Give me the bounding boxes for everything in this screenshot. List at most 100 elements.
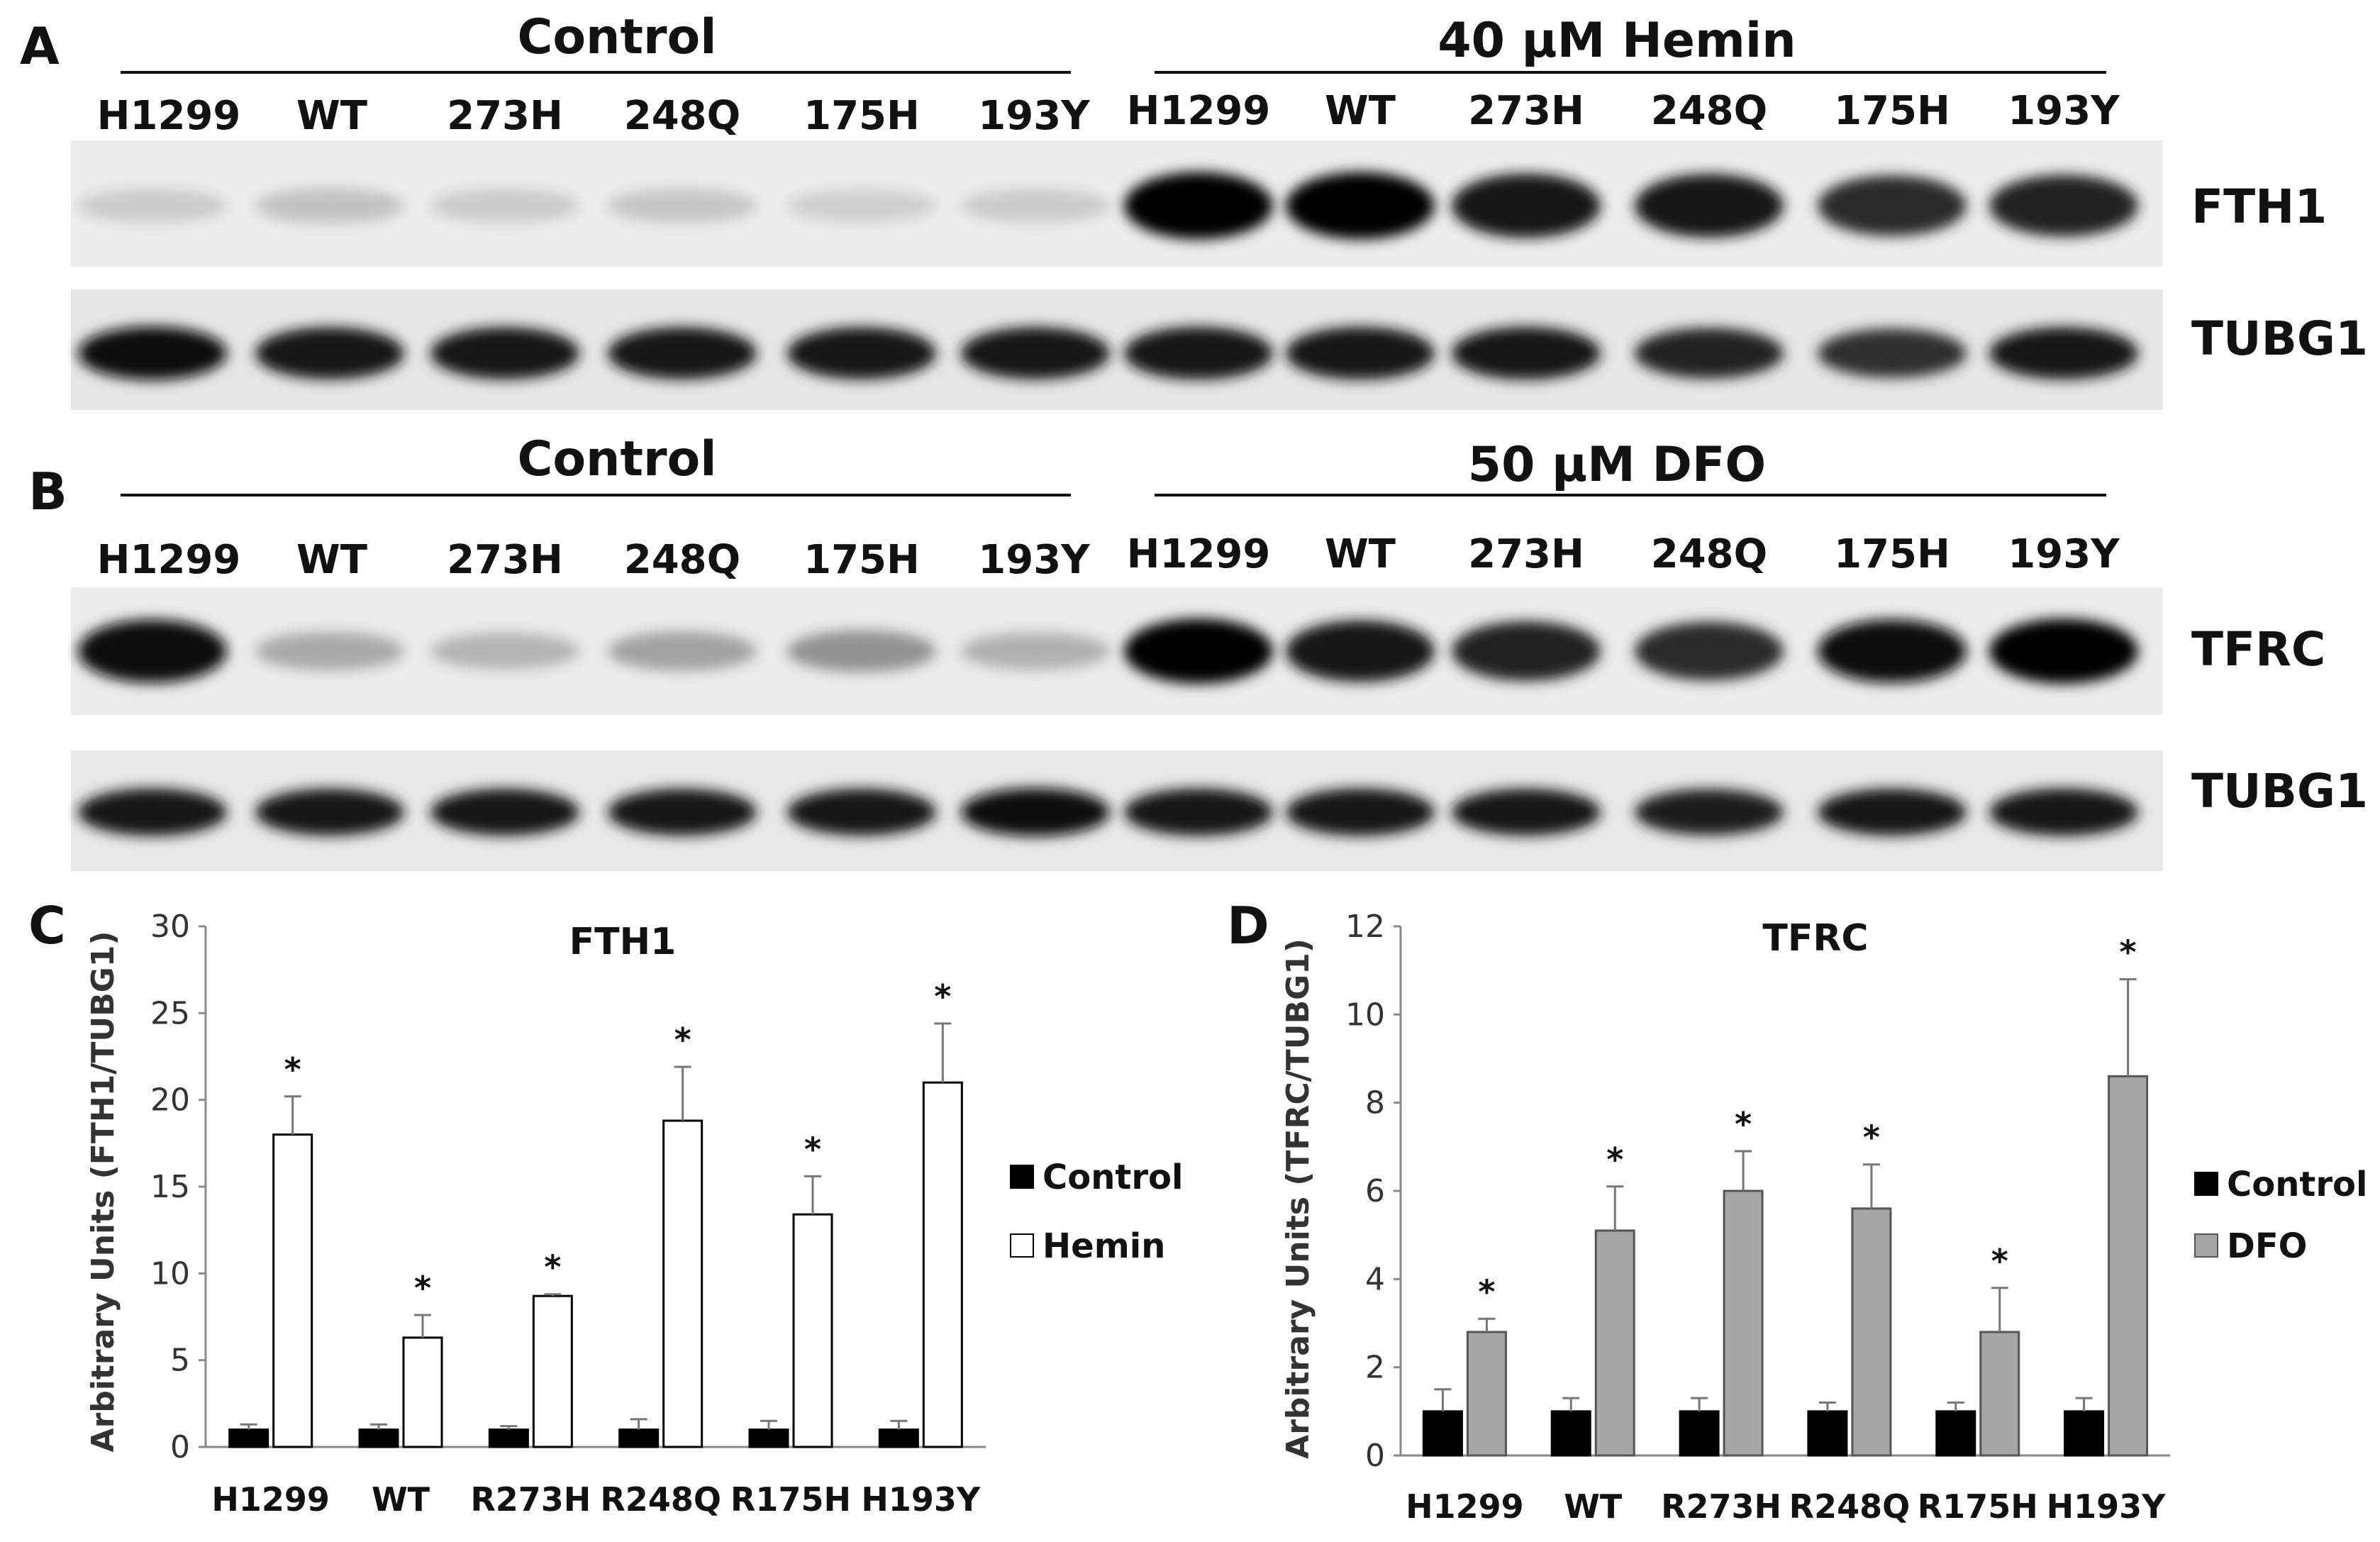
fth1-band	[255, 187, 404, 224]
bar-control	[1679, 1410, 1720, 1457]
lane-labels-a: H1299 WT 273H 248Q 175H 193Y H1299 WT 27…	[97, 88, 2121, 139]
blot-strip-fth1	[71, 140, 2163, 267]
tfrc-band	[1989, 619, 2138, 684]
bar-dfo	[1723, 1189, 1764, 1457]
lane-label: WT	[1325, 531, 1396, 577]
bar-control	[1550, 1410, 1591, 1457]
bar-control	[228, 1429, 269, 1448]
x-category-label: R273H	[1661, 1487, 1781, 1526]
blot-strip-tfrc	[71, 587, 2163, 715]
significance-marker: *	[1863, 1119, 1880, 1157]
lane-label: WT	[1325, 88, 1396, 134]
bar-hemin	[662, 1119, 704, 1448]
bar-chart-fth1: 0 5 10 15 20 25 30 * H1299 * WT * R273H * R248Q * R175H *…	[150, 909, 986, 1519]
x-category-label: H193Y	[861, 1480, 981, 1519]
tfrc-band	[1452, 621, 1601, 682]
tubg1-band	[255, 327, 404, 379]
tubg1-band	[787, 788, 936, 836]
lane-label: 193Y	[978, 93, 1091, 139]
protein-label-tfrc: TFRC	[2191, 622, 2325, 677]
tubg1-band	[608, 788, 757, 836]
condition-label-control-a: Control	[517, 9, 716, 65]
bar-dfo	[1851, 1207, 1892, 1457]
bar-control	[358, 1429, 399, 1448]
lane-label: H1299	[1127, 88, 1271, 134]
bar-control	[1422, 1410, 1463, 1457]
y-axis-label-c: Arbitrary Units (FTH1/TUBG1)	[85, 931, 121, 1453]
legend-swatch-dfo-d	[2194, 1233, 2218, 1258]
tubg1-band	[1818, 328, 1967, 378]
lane-label: 273H	[447, 537, 563, 583]
bar-hemin	[532, 1294, 573, 1448]
panel-c: C FTH1 Arbitrary Units (FTH1/TUBG1) 0 5 10…	[28, 896, 1183, 1519]
x-category-label: R248Q	[1789, 1487, 1911, 1526]
legend-c: Control Hemin	[1010, 1158, 1183, 1266]
tubg1-band	[1635, 328, 1784, 379]
condition-label-treatment-b: 50 μM DFO	[1468, 437, 1766, 493]
legend-label-hemin-c: Hemin	[1042, 1226, 1165, 1266]
tfrc-band	[1124, 619, 1273, 684]
bar-hemin	[272, 1133, 313, 1448]
y-tick-label: 2	[1365, 1350, 1385, 1386]
x-category-label: R175H	[730, 1480, 851, 1519]
lane-labels-b: H1299 WT 273H 248Q 175H 193Y H1299 WT 27…	[97, 531, 2121, 583]
protein-label-fth1: FTH1	[2191, 179, 2327, 234]
lane-label: 175H	[1834, 531, 1950, 577]
tubg1-band	[255, 788, 404, 836]
tfrc-band	[255, 631, 404, 671]
tubg1-band	[1286, 326, 1435, 380]
legend-swatch-hemin-c	[1010, 1233, 1034, 1258]
bar-hemin	[922, 1081, 963, 1448]
tubg1-band	[430, 788, 579, 836]
fth1-band	[1818, 175, 1967, 236]
blot-bands-tubg1-b	[78, 787, 2138, 837]
blot-bands-tfrc	[78, 619, 2138, 684]
significance-marker: *	[674, 1021, 691, 1059]
lane-label: 273H	[447, 93, 563, 139]
significance-marker: *	[934, 977, 951, 1016]
blot-bands-fth1	[78, 172, 2138, 240]
lane-label: WT	[296, 537, 367, 583]
bar-control	[878, 1429, 919, 1448]
tubg1-band	[787, 327, 936, 379]
y-axis-label-d: Arbitrary Units (TFRC/TUBG1)	[1280, 938, 1316, 1459]
lane-label: H1299	[97, 537, 241, 583]
lane-label: 248Q	[624, 93, 741, 139]
x-category-label: H1299	[1406, 1487, 1524, 1526]
tubg1-band	[1989, 788, 2138, 836]
protein-label-tubg1-a: TUBG1	[2191, 311, 2368, 366]
y-tick-label: 12	[1345, 909, 1385, 945]
bar-control	[2064, 1410, 2105, 1457]
x-category-label: R175H	[1918, 1487, 2038, 1526]
tfrc-band	[1286, 620, 1435, 682]
legend-swatch-control-c	[1010, 1165, 1034, 1189]
legend-swatch-control-d	[2194, 1172, 2218, 1196]
blot-bands-tubg1-a	[78, 326, 2138, 380]
bar-dfo	[2108, 1075, 2149, 1457]
tfrc-band	[1818, 619, 1967, 683]
tubg1-band	[608, 327, 757, 379]
tubg1-band	[1452, 326, 1601, 380]
fth1-band	[608, 188, 757, 223]
lane-label: 273H	[1468, 531, 1584, 577]
chart-title-d: TFRC	[1762, 917, 1868, 960]
legend-label-control-d: Control	[2227, 1165, 2367, 1204]
tfrc-band	[1635, 621, 1784, 681]
significance-marker: *	[1735, 1105, 1752, 1143]
x-category-label: R273H	[470, 1480, 591, 1519]
x-category-label: H193Y	[2047, 1487, 2167, 1526]
y-tick-label: 25	[150, 995, 190, 1031]
fth1-band	[430, 189, 579, 223]
x-category-label: R248Q	[600, 1480, 721, 1519]
significance-marker: *	[284, 1050, 301, 1089]
panel-letter-a: A	[20, 16, 60, 76]
significance-marker: *	[544, 1248, 561, 1287]
x-category-label: H1299	[211, 1480, 330, 1519]
lane-label: H1299	[97, 93, 241, 139]
fth1-band	[1989, 174, 2138, 237]
bar-chart-tfrc: 0 2 4 6 8 10 12 * H1299 * WT * R273H * R248Q * R175H * H19…	[1345, 909, 2170, 1526]
tubg1-band	[961, 327, 1110, 379]
condition-label-control-b: Control	[517, 431, 716, 487]
lane-label: 175H	[803, 537, 920, 583]
blot-strip-tubg1-a	[71, 289, 2163, 410]
